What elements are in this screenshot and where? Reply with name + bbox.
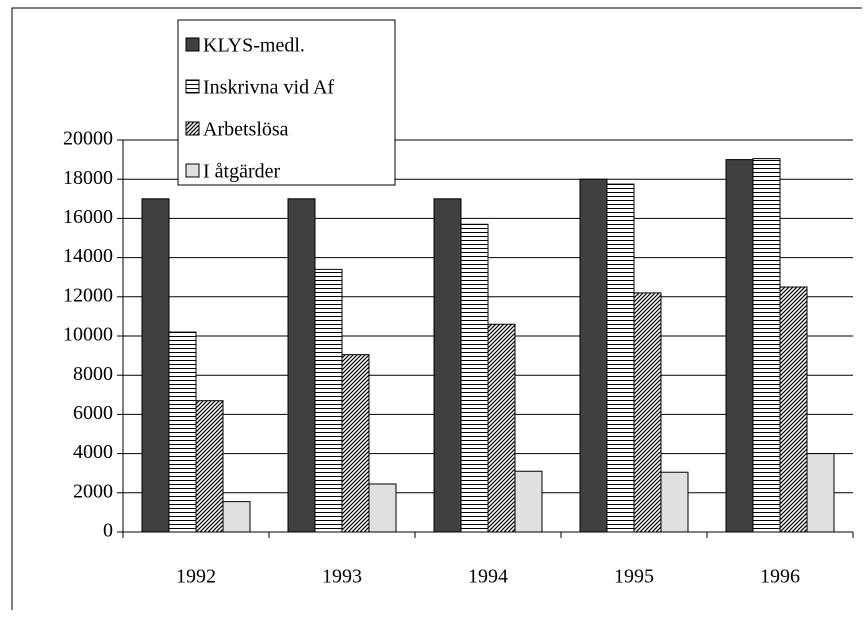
x-tick-label: 1994 [468,566,508,588]
bar [487,323,516,533]
bar [195,400,224,533]
y-tick-label: 18000 [63,167,113,189]
x-tick-label: 1995 [614,566,654,588]
bar [660,471,689,533]
bar [341,354,370,533]
y-tick-label: 14000 [63,245,113,267]
bar [433,198,462,533]
legend-swatch [185,37,200,52]
y-tick-label: 10000 [63,324,113,346]
bar [725,159,754,533]
y-tick-label: 20000 [63,128,113,150]
frame [11,7,862,610]
y-tick-label: 8000 [73,363,113,385]
legend-swatch [185,121,200,136]
x-tick-label: 1992 [176,566,216,588]
bar [806,453,835,533]
legend-label: I åtgärder [203,161,281,183]
legend-label: Arbetslösa [203,119,289,141]
legend-swatch [185,79,200,94]
legend-swatch [185,163,200,178]
legend-label: Inskrivna vid Af [203,77,334,99]
bar [514,470,543,533]
bar [633,292,662,533]
y-tick-label: 6000 [73,402,113,424]
bar [222,501,251,533]
bar [168,331,197,533]
legend-box [177,19,396,186]
bar [287,198,316,533]
y-tick-label: 4000 [73,441,113,463]
bar [579,178,608,533]
x-tick-label: 1996 [760,566,800,588]
y-tick-label: 0 [103,520,113,542]
x-tick-label: 1993 [322,566,362,588]
bar [368,483,397,533]
bar [779,286,808,533]
legend-label: KLYS-medl. [203,35,305,57]
y-tick-label: 2000 [73,480,113,502]
bar [141,198,170,533]
bar [752,158,781,533]
y-tick-label: 16000 [63,206,113,228]
bar [314,268,343,533]
bar [460,223,489,533]
bar [606,183,635,533]
y-tick-label: 12000 [63,284,113,306]
